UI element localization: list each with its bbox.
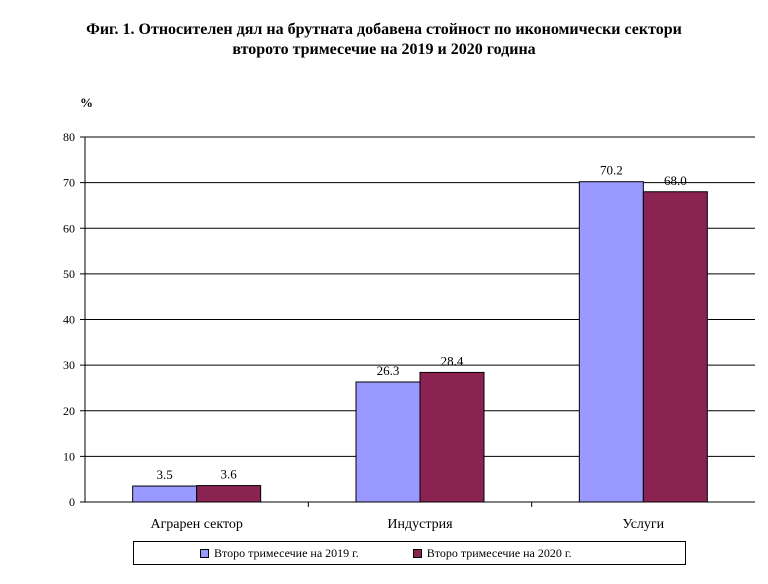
y-tick-label-50: 50 xyxy=(63,267,75,281)
bar-2020-1 xyxy=(419,371,485,503)
bar-chart: 0 10 20 30 40 50 60 70 80% 3.5 3.6 Аграрен сектор 26… xyxy=(63,95,755,532)
data-label-2019-0: 3.5 xyxy=(157,467,173,482)
data-label-2019-2: 70.2 xyxy=(600,163,623,178)
y-tick-label-30: 30 xyxy=(63,358,75,372)
legend-item-2019: Второ тримесечие на 2019 г. xyxy=(200,546,359,561)
chart-title: Фиг. 1. Относителен дял на брутната доба… xyxy=(0,20,768,60)
legend-label-2019: Второ тримесечие на 2019 г. xyxy=(214,545,359,560)
bar-2020-2 xyxy=(642,191,708,503)
category-label-2: Услуги xyxy=(622,517,664,532)
data-label-2020-2: 68.0 xyxy=(664,173,687,188)
y-tick-label-10: 10 xyxy=(63,449,75,463)
data-label-2020-1: 28.4 xyxy=(441,353,464,368)
legend-item-2020: Второ тримесечие на 2020 г. xyxy=(412,545,572,561)
bar-2019-0 xyxy=(132,485,198,503)
category-label-0: Аграрен сектор xyxy=(150,517,242,532)
bar-2019-1 xyxy=(355,381,421,503)
y-tick-label-0: 0 xyxy=(69,495,75,509)
bar-2020-0 xyxy=(196,485,262,503)
legend-swatch-2019 xyxy=(200,548,209,558)
y-axis-unit-label: % xyxy=(80,95,93,110)
category-label-1: Индустрия xyxy=(387,517,453,532)
bar-2019-2 xyxy=(578,181,644,503)
legend-label-2020: Второ тримесечие на 2020 г. xyxy=(426,545,572,560)
y-tick-label-20: 20 xyxy=(63,404,75,418)
chart-title-line-1: Фиг. 1. Относителен дял на брутната доба… xyxy=(86,21,682,38)
chart-title-line-2: второто тримесечие на 2019 и 2020 година xyxy=(232,41,536,58)
y-tick-label-70: 70 xyxy=(63,176,75,190)
legend-swatch-2020 xyxy=(412,548,422,558)
data-label-2020-0: 3.6 xyxy=(221,467,238,482)
data-label-2019-1: 26.3 xyxy=(377,363,400,378)
y-tick-label-80: 80 xyxy=(63,130,75,144)
y-tick-label-60: 60 xyxy=(63,221,75,235)
chart-legend: Второ тримесечие на 2019 г. Второ тримес… xyxy=(133,541,686,565)
y-tick-label-40: 40 xyxy=(63,313,75,327)
